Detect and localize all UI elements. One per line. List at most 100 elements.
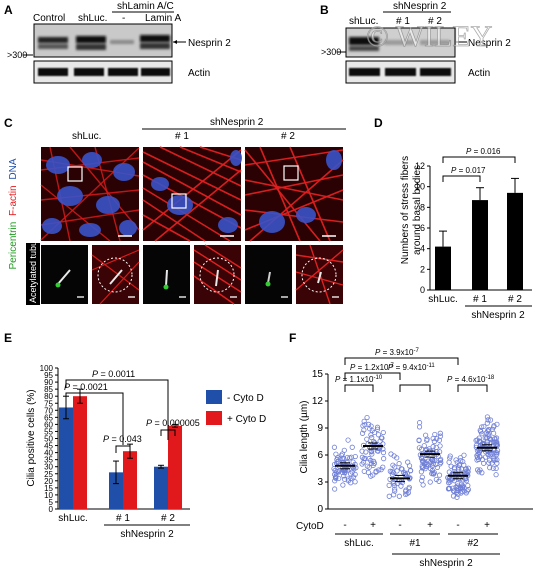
panel-f-point [374, 426, 381, 432]
panel-f-point [475, 467, 481, 473]
panel-b-nesprin-bands [349, 37, 450, 51]
panel-d-ytick-label: 8 [420, 202, 425, 212]
panel-f-point [380, 429, 386, 436]
panel-f-point [448, 463, 454, 469]
panel-f-point [405, 490, 411, 496]
panel-f-point [492, 436, 498, 442]
panel-b-label: B [320, 3, 329, 17]
panel-f-point [371, 429, 378, 436]
panel-e-ytick-label: 65 [44, 413, 53, 422]
panel-b-actin-label: Actin [468, 68, 490, 79]
panel-f-point [365, 470, 372, 476]
panel-f-point [488, 451, 495, 457]
panel-f-point [490, 465, 496, 471]
panel-f-point [349, 444, 355, 450]
panel-f-point [364, 414, 370, 421]
panel-f-point [388, 451, 394, 457]
panel-e-bar [154, 466, 168, 509]
panel-f-group-label: #1 [409, 538, 421, 549]
panel-a-group-shlamin: shLamin A/C [117, 1, 174, 12]
panel-f-point [434, 464, 440, 471]
panel-f-point [342, 476, 348, 482]
panel-d-xtick-label: shLuc. [428, 294, 457, 305]
panel-e-xtick-label: # 2 [161, 513, 175, 524]
panel-e-xtick-label: # 1 [116, 513, 130, 524]
panel-f-point [474, 457, 480, 463]
panel-e-bar [73, 396, 87, 509]
panel-f-point [390, 469, 396, 475]
panel-f-xtick-label: + [484, 520, 490, 531]
panel-f-point [386, 493, 392, 499]
panel-f-point [406, 484, 412, 490]
panel-f-point [491, 457, 497, 463]
panel-f-ylabel: Cilia length (µm) [299, 400, 310, 473]
panel-f-point [454, 494, 460, 500]
panel-e-pvalue: P = 0.043 [103, 434, 142, 444]
panel-e-ytick-label: 95 [44, 371, 53, 380]
panel-e-bar [109, 472, 123, 509]
panel-f-point [350, 474, 356, 480]
panel-e-bracket [65, 379, 169, 440]
panel-f-point [456, 467, 462, 473]
panel-f-point [437, 433, 444, 439]
panel-f-point [446, 485, 453, 491]
stain-factin: F-actin [8, 185, 19, 216]
panel-f-point [416, 437, 422, 444]
panel-e-ytick-label: 90 [44, 378, 53, 387]
panel-e-xtick-label: shLuc. [58, 513, 87, 524]
panel-e-ytick-label: 80 [44, 392, 53, 401]
panel-e-group-label: shNesprin 2 [120, 529, 174, 540]
panel-f-pvalue: P = 1.1x10-10 [335, 375, 383, 384]
panel-d-group-label: shNesprin 2 [471, 310, 525, 321]
panel-f-bracket [399, 384, 431, 392]
panel-f-point [392, 488, 398, 494]
panel-f-point [398, 466, 404, 472]
arrow-icon [173, 40, 177, 44]
panel-f-point [345, 437, 351, 443]
panel-d-ytick-label: 6 [420, 223, 425, 233]
panel-f-point [453, 457, 459, 463]
panel-f-point [368, 460, 375, 467]
panel-d-label: D [374, 116, 383, 130]
panel-f-point [380, 450, 387, 456]
panel-c-col-2: # 2 [281, 131, 295, 142]
panel-f-point [341, 459, 347, 465]
panel-f-point [368, 423, 374, 429]
panel-e-chart: 0510152025303540455055606570758085909510… [40, 364, 267, 540]
panel-f-point [457, 455, 463, 461]
panel-f-point [344, 454, 351, 461]
panel-e-bar [168, 425, 182, 509]
panel-a-nesprin-bands [38, 35, 170, 50]
panel-f-pvalue: P = 4.6x10-18 [447, 375, 495, 384]
panel-e-bar [59, 407, 73, 509]
panel-e-bracket [115, 445, 131, 453]
panel-e-pvalue: P = 0.0011 [92, 369, 135, 379]
panel-e-legend-swatch [206, 411, 222, 425]
panel-f-point [491, 423, 497, 429]
panel-b-lane-1: # 1 [396, 16, 410, 27]
panel-f-ytick-label: 3 [317, 477, 323, 488]
panel-a-lane-shluc: shLuc. [78, 13, 107, 24]
panel-f-point [337, 456, 343, 462]
panel-d-ytick-label: 12 [415, 161, 425, 171]
panel-f-point [334, 457, 340, 463]
panel-f-point [463, 478, 470, 484]
panel-f-pvalue: P = 3.9x10-7 [375, 348, 419, 357]
panel-f-point [484, 414, 491, 420]
panel-f-point [463, 466, 469, 472]
panel-f-point [375, 432, 382, 438]
panel-f-point [431, 471, 437, 477]
panel-e-ytick-label: 75 [44, 399, 53, 408]
panel-f-point [484, 435, 490, 441]
panel-f-point [486, 460, 492, 466]
panel-e-ylabel: Cilia positive cells (%) [26, 389, 37, 486]
panel-f-point [362, 422, 368, 428]
panel-f-point [375, 448, 381, 454]
panel-f-point [380, 464, 386, 470]
panel-b-lane-2: # 2 [428, 16, 442, 27]
panel-f-point [396, 461, 402, 467]
panel-f-chart: 0 3 6 9 12 15 - + - + - + CytoD shLuc. #1 #2 shNesprin 2… [296, 348, 533, 569]
watermark: © WILEY [366, 20, 492, 53]
panel-f-label: F [289, 331, 296, 345]
